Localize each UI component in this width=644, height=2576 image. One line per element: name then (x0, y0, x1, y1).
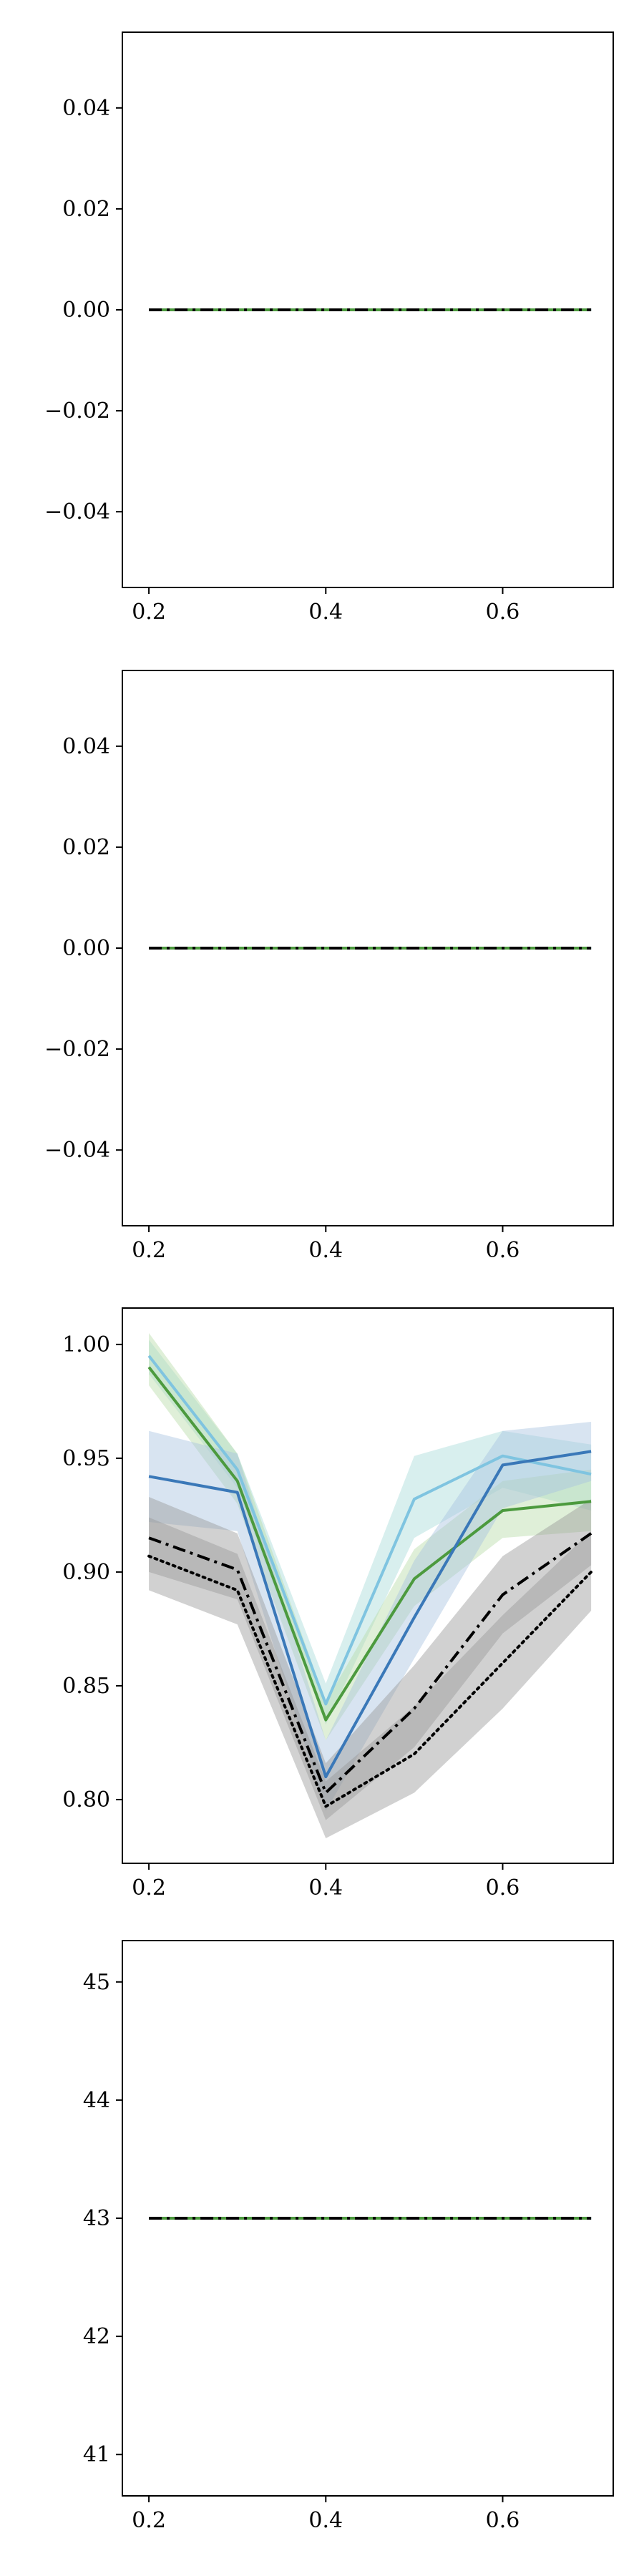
series-3-line (148, 1450, 592, 1779)
y-tick-label: 0.95 (62, 1446, 110, 1471)
x-tick-label: 0.4 (308, 1238, 343, 1263)
chart-panel-3: 0.2 0.4 0.6 0.80 0.85 0.90 0.95 1.00 (62, 1307, 614, 1901)
x-tick-label: 0.4 (308, 2508, 343, 2533)
x-tick-label: 0.2 (132, 600, 166, 625)
y-tick-label: −0.04 (44, 499, 110, 525)
series-5-line (147, 1554, 593, 1808)
x-tick-label: 0.6 (486, 1238, 520, 1263)
y-tick-label: 45 (83, 1970, 110, 1995)
x-tick-label: 0.4 (308, 1875, 343, 1901)
y-tick-label: 1.00 (62, 1332, 110, 1357)
y-tick-label: −0.02 (44, 1037, 110, 1062)
series-4-line (148, 1532, 592, 1795)
y-tick-label: 41 (83, 2442, 110, 2467)
series-2-line (147, 1366, 592, 1722)
y-tick-label: 0.85 (62, 1674, 110, 1699)
chart-panel-4: 0.2 0.4 0.6 41 42 43 44 45 (83, 1940, 614, 2533)
y-tick-label: 0.00 (62, 936, 110, 961)
x-tick-label: 0.6 (486, 2508, 520, 2533)
series-4-band (149, 1497, 592, 1820)
y-tick-label: 0.04 (62, 96, 110, 121)
chart-panel-1: 0.2 0.4 0.6 −0.04 −0.02 0.00 0.02 0.04 (44, 31, 614, 625)
x-tick-label: 0.6 (486, 1875, 520, 1901)
plot-area (147, 1333, 593, 1838)
y-tick-label: 43 (83, 2206, 110, 2231)
x-tick-label: 0.2 (132, 2508, 166, 2533)
y-tick-label: 42 (83, 2324, 110, 2349)
chart-panel-2: 0.2 0.4 0.6 −0.04 −0.02 0.00 0.02 0.04 (44, 670, 614, 1263)
y-tick-label: −0.02 (44, 399, 110, 424)
series-2-band (149, 1333, 592, 1741)
y-tick-label: 0.02 (62, 835, 110, 860)
y-tick-label: 44 (83, 2088, 110, 2113)
x-tick-label: 0.4 (308, 600, 343, 625)
y-tick-label: −0.04 (44, 1138, 110, 1163)
y-tick-label: 0.04 (62, 734, 110, 759)
y-tick-label: 0.00 (62, 298, 110, 323)
x-tick-label: 0.6 (486, 600, 520, 625)
y-tick-label: 0.90 (62, 1560, 110, 1585)
series-1-line (147, 1355, 592, 1706)
axes-frame (122, 1307, 614, 1864)
series-3-band (149, 1422, 592, 1811)
y-tick-label: 0.02 (62, 197, 110, 222)
y-tick-label: 0.80 (62, 1787, 110, 1813)
x-tick-label: 0.2 (132, 1875, 166, 1901)
x-tick-label: 0.2 (132, 1238, 166, 1263)
series-5-band (149, 1517, 592, 1838)
